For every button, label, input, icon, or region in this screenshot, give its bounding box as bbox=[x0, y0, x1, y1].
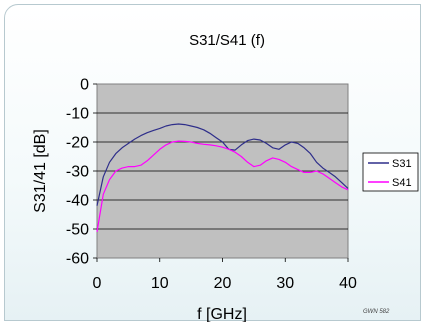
legend-label-s41: S41 bbox=[392, 177, 412, 189]
y-tick-label: -40 bbox=[66, 193, 89, 210]
x-tick-label: 30 bbox=[276, 275, 294, 292]
chart-title: S31/S41 (f) bbox=[189, 32, 265, 49]
x-axis-ticks: 0 10 20 30 40 bbox=[93, 258, 357, 292]
y-tick-label: -50 bbox=[66, 222, 89, 239]
y-axis-ticks: 0 -10 -20 -30 -40 -50 -60 bbox=[66, 77, 97, 268]
y-tick-label: -30 bbox=[66, 164, 89, 181]
credit-label: GWN 582 bbox=[363, 309, 390, 315]
x-tick-label: 0 bbox=[93, 275, 102, 292]
x-tick-label: 20 bbox=[214, 275, 232, 292]
legend-label-s31: S31 bbox=[392, 158, 412, 170]
x-tick-label: 10 bbox=[151, 275, 169, 292]
chart: S31/S41 (f) 0 -10 -20 -30 -40 -50 -60 0 10 20 30 4… bbox=[5, 5, 422, 322]
y-tick-label: -20 bbox=[66, 135, 89, 152]
y-tick-label: 0 bbox=[80, 77, 89, 94]
y-axis-label: S31/41 [dB] bbox=[32, 129, 49, 213]
y-tick-label: -10 bbox=[66, 106, 89, 123]
x-tick-label: 40 bbox=[339, 275, 357, 292]
x-axis-label: f [GHz] bbox=[197, 306, 247, 322]
chart-panel: S31/S41 (f) 0 -10 -20 -30 -40 -50 -60 0 10 20 30 4… bbox=[4, 4, 421, 321]
y-tick-label: -60 bbox=[66, 251, 89, 268]
legend: S31 S41 bbox=[363, 153, 418, 191]
